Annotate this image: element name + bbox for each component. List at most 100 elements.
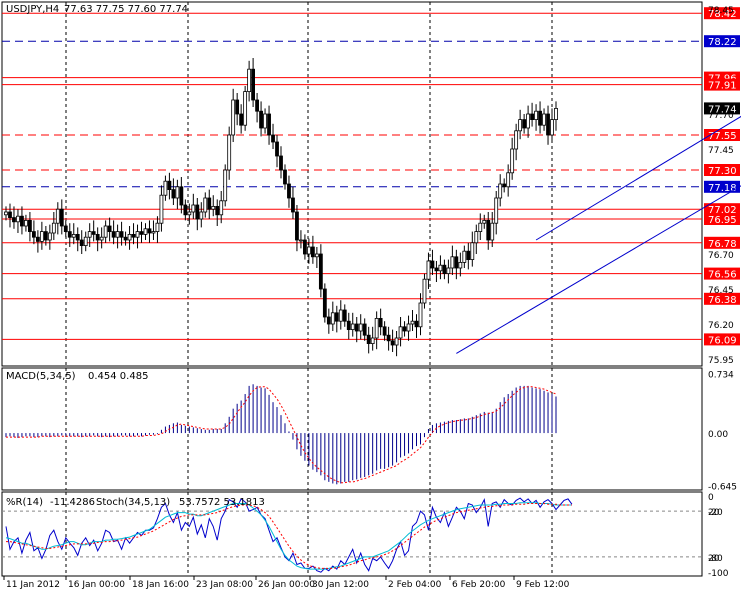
candle [506,172,511,188]
candle [378,317,383,328]
level-label: 78.22 [708,37,737,48]
candle [115,231,120,238]
candle [303,239,307,255]
candle [334,312,339,322]
candle [239,113,244,126]
symbol-label: USDJPY,H4 [6,4,59,15]
candle [358,323,363,332]
candle [271,134,275,143]
candle [442,264,447,275]
candle [470,242,475,261]
level-label-bg [704,292,740,305]
candle [251,68,256,101]
osc-tick-label: -20 [708,508,723,518]
candle [382,326,387,336]
candle [295,211,299,241]
candle [227,134,232,171]
level-label: 78.42 [708,9,737,20]
candle [350,323,355,330]
price-tick-label: 77.45 [708,146,734,156]
level-label-bg [704,236,740,249]
price-tick-label: 76.20 [708,321,734,331]
candle [502,183,507,188]
candle [446,267,451,274]
candle [306,246,311,255]
candle [259,110,263,129]
level-label-bg [704,213,740,225]
level-label: 77.02 [708,205,737,216]
candle [79,239,84,246]
candle [462,250,467,263]
candle [43,231,48,241]
candle [131,233,136,238]
osc-tick-label: -100 [708,569,729,579]
candle [211,205,216,210]
level-label: 77.18 [708,183,737,194]
candle [338,309,343,322]
pctr-readout: -11.4286 [50,497,95,508]
macd-panel: 0.734 0.00 -0.645 [1,367,737,493]
candle [534,110,538,120]
candle [374,317,379,339]
osc-tick-label: -80 [708,554,723,564]
level-label: 77.55 [708,131,737,142]
level-label: 76.09 [708,335,737,346]
candle [275,141,279,157]
candle [4,211,8,216]
candle [486,219,491,241]
candle [322,288,327,318]
time-tick-label: 30 Jan 12:00 [312,580,369,590]
candle [362,323,367,336]
candle [151,231,156,234]
candle [83,236,88,246]
osc-series-line [5,497,573,573]
macd-tick-label: 0.734 [708,370,734,380]
channel-lower [456,185,741,354]
candle [107,225,112,232]
candle [12,217,16,223]
candle [127,233,132,241]
time-tick-label: 6 Feb 20:00 [452,580,506,590]
candle [47,232,52,241]
candle [51,222,56,234]
stoch-readout: 53.7572 53.1813 [179,497,265,508]
candle [538,110,542,126]
candle [330,312,335,325]
candle [155,222,160,232]
candle [299,239,303,242]
candle [39,231,44,242]
candle [67,231,72,238]
candle [422,278,427,304]
time-tick-label: 26 Jan 00:00 [258,580,315,590]
candle [179,186,184,206]
osc-series-line [6,503,572,569]
candle [99,236,104,241]
level-label: 76.95 [708,215,737,226]
candle [199,211,204,220]
candle [498,183,503,199]
osc-right-tick-label: 20 [708,508,720,518]
level-label-bg [704,333,740,346]
candle [147,228,152,234]
candle [195,204,200,220]
candle [71,233,76,238]
time-axis: 11 Jan 2012 16 Jan 00:00 18 Jan 16:00 23 Ja… [3,576,570,590]
oscillator-panel: 0 -20 -80 -100 20 20 [1,491,729,579]
price-tick-label: 78.45 [708,6,734,16]
level-label: 77.30 [708,166,737,177]
candle [263,113,267,129]
price-tick-label: 76.70 [708,251,734,261]
candle [31,231,36,238]
candle [191,204,196,213]
candle [326,316,331,325]
candle [207,197,212,210]
candle [123,236,128,241]
candle [522,119,527,129]
candle [171,189,176,199]
candle [518,119,523,132]
candle [494,197,499,224]
candle [366,334,371,345]
candle [203,197,208,213]
candle [16,215,20,223]
